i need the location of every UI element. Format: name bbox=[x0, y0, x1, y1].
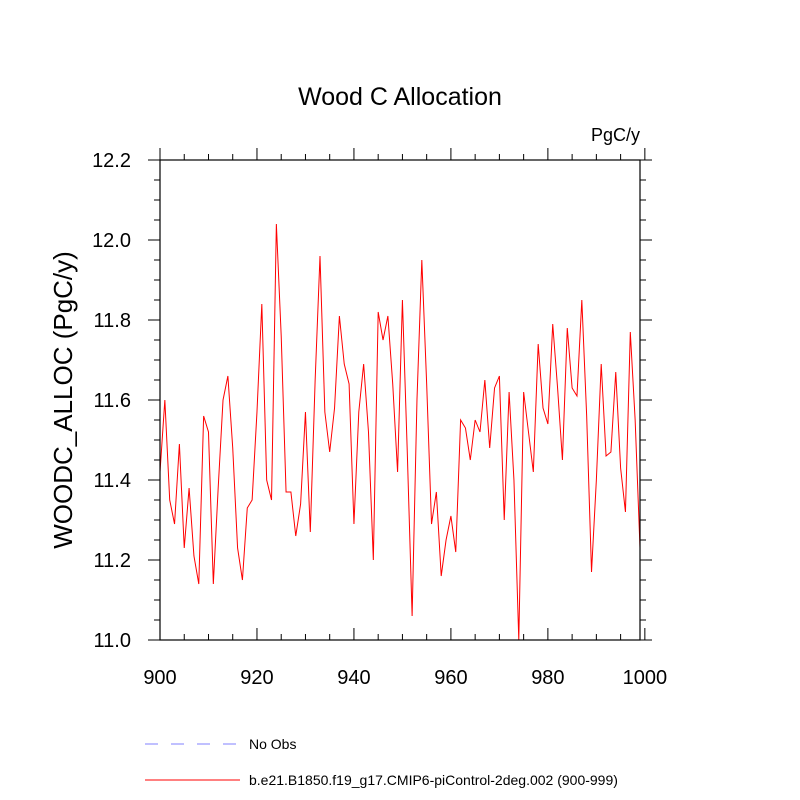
y-tick-label: 12.2 bbox=[92, 150, 131, 172]
y-axis-label: WOODC_ALLOC (PgC/y) bbox=[48, 251, 78, 549]
y-tick-labels: 11.0 11.2 11.4 11.6 11.8 12.0 12.2 bbox=[92, 150, 131, 652]
series-group bbox=[159, 223, 641, 641]
y-tick-label: 11.2 bbox=[94, 550, 131, 572]
chart-title: Wood C Allocation bbox=[298, 83, 502, 111]
y-tick-label: 11.0 bbox=[94, 630, 131, 652]
axis-ticks bbox=[148, 148, 652, 641]
y-tick-label: 11.8 bbox=[94, 310, 131, 332]
y-tick-label: 11.6 bbox=[94, 390, 131, 412]
x-tick-label: 900 bbox=[143, 667, 176, 689]
x-tick-label: 920 bbox=[240, 667, 273, 689]
y-tick-label: 11.4 bbox=[94, 470, 131, 492]
y-tick-label: 12.0 bbox=[92, 230, 131, 252]
x-tick-label: 940 bbox=[337, 667, 370, 689]
series-line-0 bbox=[159, 223, 641, 641]
plot-frame bbox=[159, 159, 641, 641]
legend-label-model: b.e21.B1850.f19_g17.CMIP6-piControl-2deg… bbox=[249, 772, 618, 788]
chart-units: PgC/y bbox=[591, 125, 640, 145]
legend-label-no-obs: No Obs bbox=[249, 736, 296, 752]
x-tick-label: 980 bbox=[531, 667, 564, 689]
x-tick-label: 960 bbox=[434, 667, 467, 689]
x-tick-label: 1000 bbox=[623, 667, 668, 689]
x-tick-labels: 900 920 940 960 980 1000 bbox=[143, 667, 667, 689]
